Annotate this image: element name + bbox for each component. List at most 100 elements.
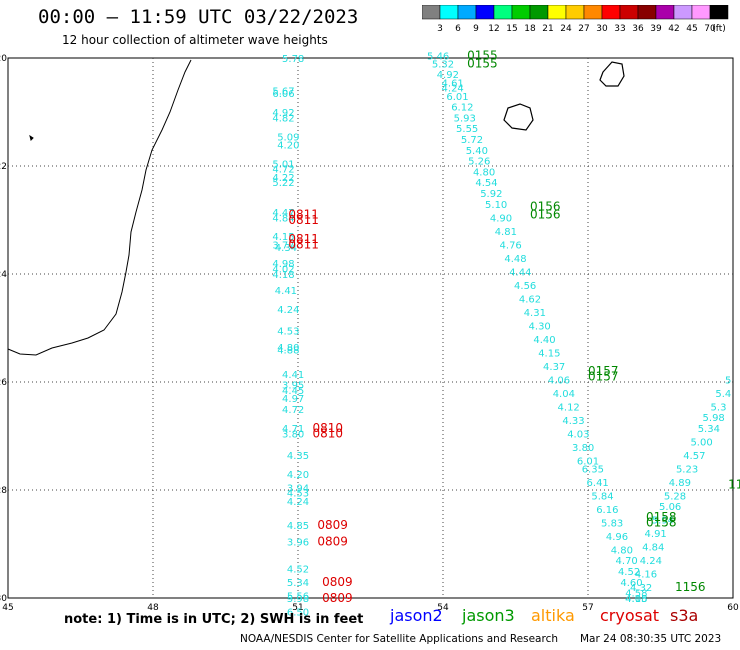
wave-height-label: 3.77 — [272, 240, 294, 251]
wave-height-label: 4.35 — [287, 451, 309, 462]
wave-height-label: 5.83 — [601, 518, 623, 529]
legend-unit: (ft) — [712, 24, 726, 34]
wave-height-label: 4.70 — [616, 556, 638, 567]
wave-height-label: 6.12 — [451, 103, 473, 114]
wave-height-label: 5.84 — [591, 491, 613, 502]
wave-height-label: 5.56 — [287, 591, 309, 602]
wave-height-label: 4.40 — [533, 335, 555, 346]
wave-height-label: 6.41 — [587, 478, 609, 489]
mission-altika: altika — [531, 606, 575, 625]
wave-height-label: 4.71 — [282, 424, 304, 435]
mission-cryosat: cryosat — [600, 606, 660, 625]
wave-height-label: 6.16 — [596, 505, 618, 516]
legend-label: 45 — [686, 24, 697, 34]
footer-timestamp: Mar 24 08:30:35 UTC 2023 — [580, 633, 722, 645]
wave-height-label: 4.24 — [277, 305, 299, 316]
wave-height-label: 4.92 — [272, 108, 294, 119]
track: 5.465.324.924.614.246.016.125.935.555.72… — [427, 51, 647, 605]
pass-time-label: 0811 — [288, 232, 319, 246]
legend-label: 24 — [560, 24, 572, 34]
wave-height-label: 5.40 — [466, 146, 488, 157]
wave-height-label: 4.56 — [514, 281, 536, 292]
pass-time-label: 0809 — [322, 591, 353, 605]
legend-label: 36 — [632, 24, 644, 34]
wave-height-label: 4.08 — [625, 594, 647, 605]
wave-height-label: 4.32 — [630, 583, 652, 594]
legend-label: 42 — [668, 24, 679, 34]
wave-height-label: 6.06 — [272, 89, 294, 100]
wave-height-label: 5.92 — [480, 189, 502, 200]
wave-height-label: 4.89 — [669, 478, 691, 489]
wave-height-label: 4.20 — [287, 470, 309, 481]
wave-height-label: 4.85 — [287, 521, 309, 532]
wave-height-label: 5.67 — [272, 86, 294, 97]
wave-height-label: 4.72 — [272, 165, 294, 176]
wave-height-label: 4.16 — [635, 570, 657, 581]
wave-height-label: 4.54 — [475, 178, 497, 189]
wave-height-label: 4.31 — [524, 308, 546, 319]
pass-time-label: 0157 — [588, 370, 619, 384]
track: 5.785.676.064.924.825.094.205.014.724.22… — [272, 54, 309, 619]
wave-height-label: 5.06 — [659, 502, 681, 513]
wave-height-label: 5.10 — [485, 200, 507, 211]
wave-height-label: 4.34 — [275, 243, 297, 254]
mission-s3a: s3a — [670, 606, 699, 625]
wave-height-label: 3.80 — [572, 443, 594, 454]
wave-height-label: 5.34 — [287, 578, 309, 589]
y-tick-label: -28 — [0, 486, 7, 496]
wave-height-label: 4.82 — [272, 113, 294, 124]
wave-height-label: 5.23 — [676, 464, 698, 475]
legend-label: 12 — [488, 24, 499, 34]
wave-height-label: 4.41 — [275, 286, 297, 297]
wave-height-label: 4.24 — [287, 497, 309, 508]
wave-height-label: 4.53 — [287, 489, 309, 500]
pass-time-label: 0811 — [288, 208, 319, 222]
legend-label: 27 — [578, 24, 589, 34]
wave-height-label: 4.03 — [567, 429, 589, 440]
wave-height-label: 4.22 — [272, 173, 294, 184]
track: 4.154.32 4.16 4.24 4.84 4.91 5.94 5.065.28 4.89… — [625, 375, 731, 605]
wave-height-label: 4.41 — [282, 370, 304, 381]
wave-height-label: 4.58 — [625, 589, 647, 600]
wave-height-label: 4.62 — [519, 294, 541, 305]
y-tick-label: -22 — [0, 162, 7, 172]
wave-height-label: 4.97 — [282, 394, 304, 405]
pass-time-label: 0155 — [467, 48, 498, 62]
island — [599, 61, 625, 87]
pass-time-label: 0811 — [288, 237, 319, 251]
legend-swatch — [709, 5, 729, 20]
wave-height-label: 6.50 — [287, 608, 309, 619]
wave-height-label: 4.33 — [562, 416, 584, 427]
wave-height-label: 4.18 — [272, 270, 294, 281]
x-tick-label: 45 — [2, 603, 13, 613]
pass-time-label: 0156 — [530, 200, 561, 214]
wave-height-label: 4.48 — [504, 254, 526, 265]
footer-note: note: 1) Time is in UTC; 2) SWH is in fe… — [64, 612, 364, 627]
chart-title: 00:00 – 11:59 UTC 03/22/2023 — [38, 6, 359, 28]
wave-height-label: 3.80 — [282, 429, 304, 440]
wave-height-label: 4.88 — [277, 346, 299, 357]
wave-height-label: 4.80 — [611, 545, 633, 556]
footer-credit: NOAA/NESDIS Center for Satellite Applica… — [240, 633, 558, 645]
wave-height-label: 4.15 — [538, 348, 560, 359]
coastline — [7, 59, 192, 356]
wave-height-label: 4.04 — [553, 389, 575, 400]
wave-height-label: 5.34 — [698, 424, 720, 435]
mission-jason3: jason3 — [462, 606, 515, 625]
wave-height-label: 5.22 — [272, 178, 294, 189]
wave-height-label: 5.98 — [703, 413, 725, 424]
wave-height-label: 5.01 — [272, 159, 294, 170]
legend-label: 70 — [704, 24, 716, 34]
wave-height-label: 4.30 — [529, 321, 551, 332]
wave-height-label: 5.94 — [652, 516, 674, 527]
x-tick-label: 51 — [292, 603, 303, 613]
wave-height-label: 5.46 — [427, 51, 449, 62]
island — [503, 103, 534, 131]
pass-time-label: 0157 — [588, 364, 619, 378]
x-tick-label: 57 — [582, 603, 593, 613]
wave-height-label: 4.61 — [442, 78, 464, 89]
legend-label: 21 — [542, 24, 553, 34]
wave-height-label: 5.98 — [287, 594, 309, 605]
wave-height-label: 5.28 — [664, 491, 686, 502]
